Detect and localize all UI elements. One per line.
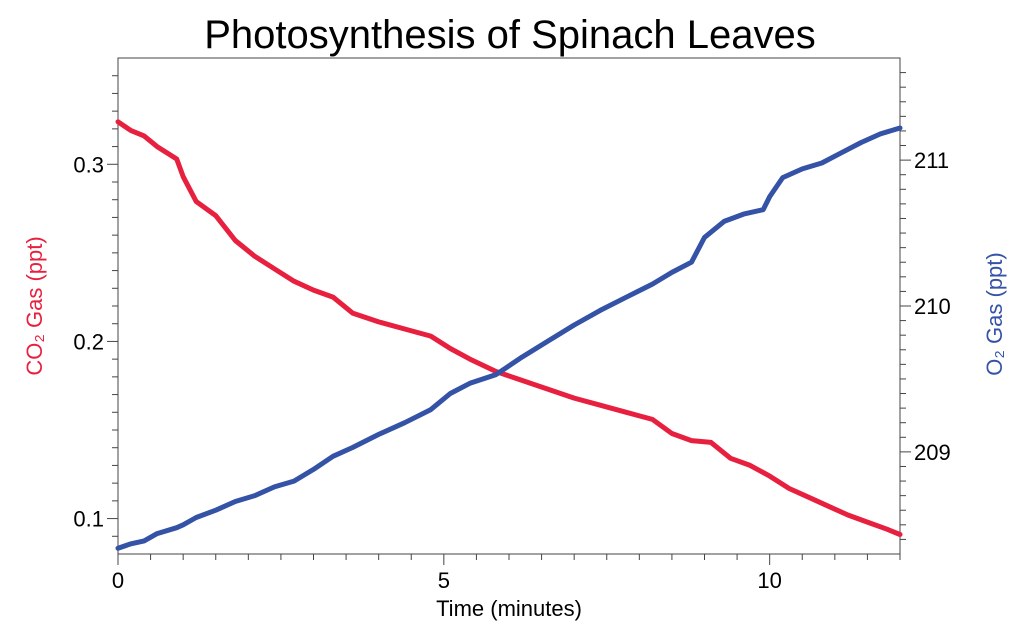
series-line-co2 <box>115 119 903 537</box>
x-axis: 0 5 10 <box>112 554 901 593</box>
right-tick-label: 211 <box>914 148 949 173</box>
x-tick-label: 10 <box>757 568 781 593</box>
x-axis-title: Time (minutes) <box>436 596 582 621</box>
right-tick-label: 209 <box>914 440 951 465</box>
left-tick-label: 0.1 <box>73 507 104 532</box>
left-y-axis-title: CO₂ Gas (ppt) <box>22 236 47 375</box>
left-tick-label: 0.2 <box>73 329 104 354</box>
x-tick-label: 0 <box>112 568 124 593</box>
left-y-axis: 0.1 0.2 0.3 <box>73 75 118 537</box>
series-layer <box>115 119 903 551</box>
x-tick-label: 5 <box>438 568 450 593</box>
chart-title: Photosynthesis of Spinach Leaves <box>204 13 816 57</box>
right-tick-label: 210 <box>914 294 951 319</box>
left-tick-label: 0.3 <box>73 152 104 177</box>
plot-frame <box>117 57 901 555</box>
series-line-o2 <box>115 125 903 551</box>
right-y-axis: 209 210 211 <box>900 72 951 540</box>
right-y-axis-title: O₂ Gas (ppt) <box>982 252 1007 375</box>
